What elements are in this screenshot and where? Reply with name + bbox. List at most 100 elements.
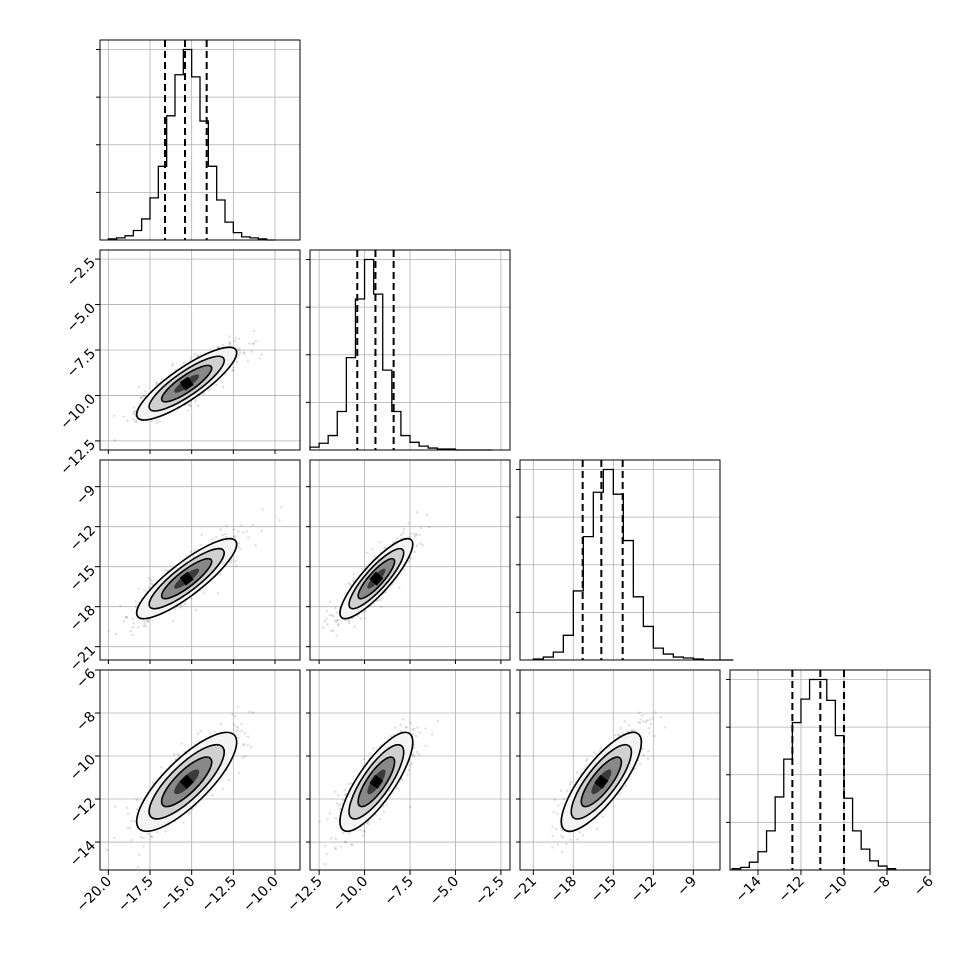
joint-0-1-point bbox=[187, 403, 190, 406]
joint-1-2-point bbox=[329, 629, 333, 633]
joint-0-1-density bbox=[135, 346, 238, 421]
joint-0-3-point bbox=[236, 729, 239, 732]
joint-2-3-density bbox=[560, 731, 643, 833]
joint-0-2-point bbox=[199, 543, 203, 547]
joint-0-1-point bbox=[237, 347, 240, 350]
joint-2-3-point bbox=[560, 829, 564, 832]
joint-0-1-point bbox=[182, 362, 185, 365]
joint-0-1-point bbox=[155, 381, 159, 384]
joint-0-3-point bbox=[237, 771, 241, 774]
joint-1-2-point bbox=[402, 527, 406, 531]
joint-1-2-point bbox=[352, 577, 356, 580]
yaxis-3-tick-label-0: −14 bbox=[67, 838, 99, 870]
joint-0-1-point bbox=[113, 414, 116, 417]
joint-2-3-point bbox=[631, 729, 634, 733]
joint-1-2-point bbox=[379, 541, 382, 544]
joint-0-3-point bbox=[235, 725, 238, 728]
joint-1-3-point bbox=[389, 735, 392, 738]
joint-0-1-point bbox=[232, 369, 235, 372]
joint-1-3-point bbox=[344, 792, 348, 796]
joint-0-2-point bbox=[233, 535, 236, 538]
joint-2-3-point bbox=[639, 718, 642, 721]
joint-0-1-point bbox=[154, 382, 158, 385]
joint-0-3-frame bbox=[99, 669, 301, 871]
joint-0-3-point bbox=[106, 848, 109, 852]
joint-1-2-point bbox=[421, 543, 424, 547]
joint-1-3-point bbox=[436, 719, 439, 723]
xaxis-0-tick-label-4: −10.0 bbox=[240, 874, 282, 916]
joint-2-3-point bbox=[575, 771, 579, 774]
joint-1-2-point bbox=[400, 536, 403, 540]
joint-1-2-point bbox=[425, 513, 429, 517]
joint-1-3-point bbox=[363, 757, 366, 761]
joint-0-1-point bbox=[132, 410, 136, 414]
joint-2-3-peak bbox=[594, 774, 609, 789]
joint-1-3-peak bbox=[369, 774, 384, 789]
joint-1-2-point bbox=[400, 533, 403, 537]
joint-0-2-point bbox=[166, 569, 169, 572]
joint-0-1-point bbox=[190, 356, 193, 359]
joint-0-3-point bbox=[130, 839, 133, 842]
joint-0-3-point bbox=[150, 834, 153, 838]
joint-1-2-point bbox=[413, 535, 417, 538]
joint-0-3-point bbox=[246, 744, 249, 747]
joint-0-1-point bbox=[196, 354, 200, 357]
marginal-0-histogram bbox=[107, 48, 275, 241]
joint-0-1-point bbox=[202, 392, 206, 395]
joint-0-3-point bbox=[251, 711, 255, 714]
joint-1-3-point bbox=[385, 803, 389, 806]
marginal-1-histogram bbox=[309, 258, 492, 451]
joint-2-3-point bbox=[648, 731, 652, 735]
joint-0-2-point bbox=[179, 604, 182, 607]
joint-0-2-point bbox=[142, 625, 146, 628]
joint-1-3-point bbox=[413, 755, 416, 758]
joint-0-3-point bbox=[249, 746, 253, 749]
joint-1-3-point bbox=[341, 831, 345, 835]
joint-panel-2-3 bbox=[519, 669, 721, 871]
joint-0-2-peak bbox=[179, 571, 194, 586]
xaxis-1-tick-label-1: −10.0 bbox=[330, 874, 372, 916]
joint-2-3-point bbox=[553, 798, 557, 801]
joint-0-2-point bbox=[150, 582, 153, 585]
joint-0-3-point bbox=[248, 710, 251, 713]
joint-2-3-point bbox=[585, 757, 589, 761]
joint-0-2-point bbox=[122, 620, 126, 623]
joint-0-2-point bbox=[230, 559, 233, 562]
joint-2-3-point bbox=[647, 727, 651, 730]
joint-0-2-point bbox=[225, 535, 228, 539]
joint-1-2-point bbox=[409, 532, 412, 535]
joint-1-3-point bbox=[409, 721, 412, 725]
xaxis-0-tick-label-3: −12.5 bbox=[199, 874, 241, 916]
joint-2-3-point bbox=[556, 843, 560, 846]
joint-0-3-point bbox=[244, 754, 247, 758]
joint-1-2-point bbox=[331, 629, 335, 632]
joint-0-3-point bbox=[241, 756, 245, 759]
joint-0-2-point bbox=[234, 559, 237, 563]
joint-1-2-point bbox=[419, 526, 422, 530]
joint-1-2-point bbox=[371, 547, 374, 550]
joint-1-3-point bbox=[343, 794, 347, 797]
joint-2-3-point bbox=[585, 759, 588, 763]
joint-0-1-point bbox=[143, 394, 146, 398]
joint-2-3-point bbox=[601, 815, 605, 819]
joint-1-3-point bbox=[361, 764, 364, 768]
joint-0-1-point bbox=[228, 340, 231, 344]
joint-0-3-point bbox=[160, 766, 163, 769]
joint-0-3-point bbox=[199, 730, 202, 733]
joint-0-1-point bbox=[247, 342, 251, 345]
joint-2-3-frame bbox=[519, 669, 721, 871]
joint-2-3-point bbox=[616, 733, 620, 736]
marginal-1-frame bbox=[309, 249, 511, 451]
joint-1-3-point bbox=[402, 718, 405, 721]
joint-1-3-point bbox=[430, 733, 434, 736]
joint-0-2-point bbox=[114, 632, 118, 636]
joint-panel-0-2 bbox=[99, 459, 301, 661]
joint-1-2-point bbox=[365, 551, 368, 554]
joint-2-3-point bbox=[560, 851, 564, 854]
joint-2-3-point bbox=[578, 831, 582, 834]
joint-1-3-point bbox=[367, 820, 371, 823]
joint-2-3-point bbox=[621, 788, 624, 791]
joint-0-1-point bbox=[236, 356, 239, 360]
joint-2-3-point bbox=[557, 804, 560, 807]
xaxis-3-tick-label-4: −6 bbox=[911, 873, 937, 899]
